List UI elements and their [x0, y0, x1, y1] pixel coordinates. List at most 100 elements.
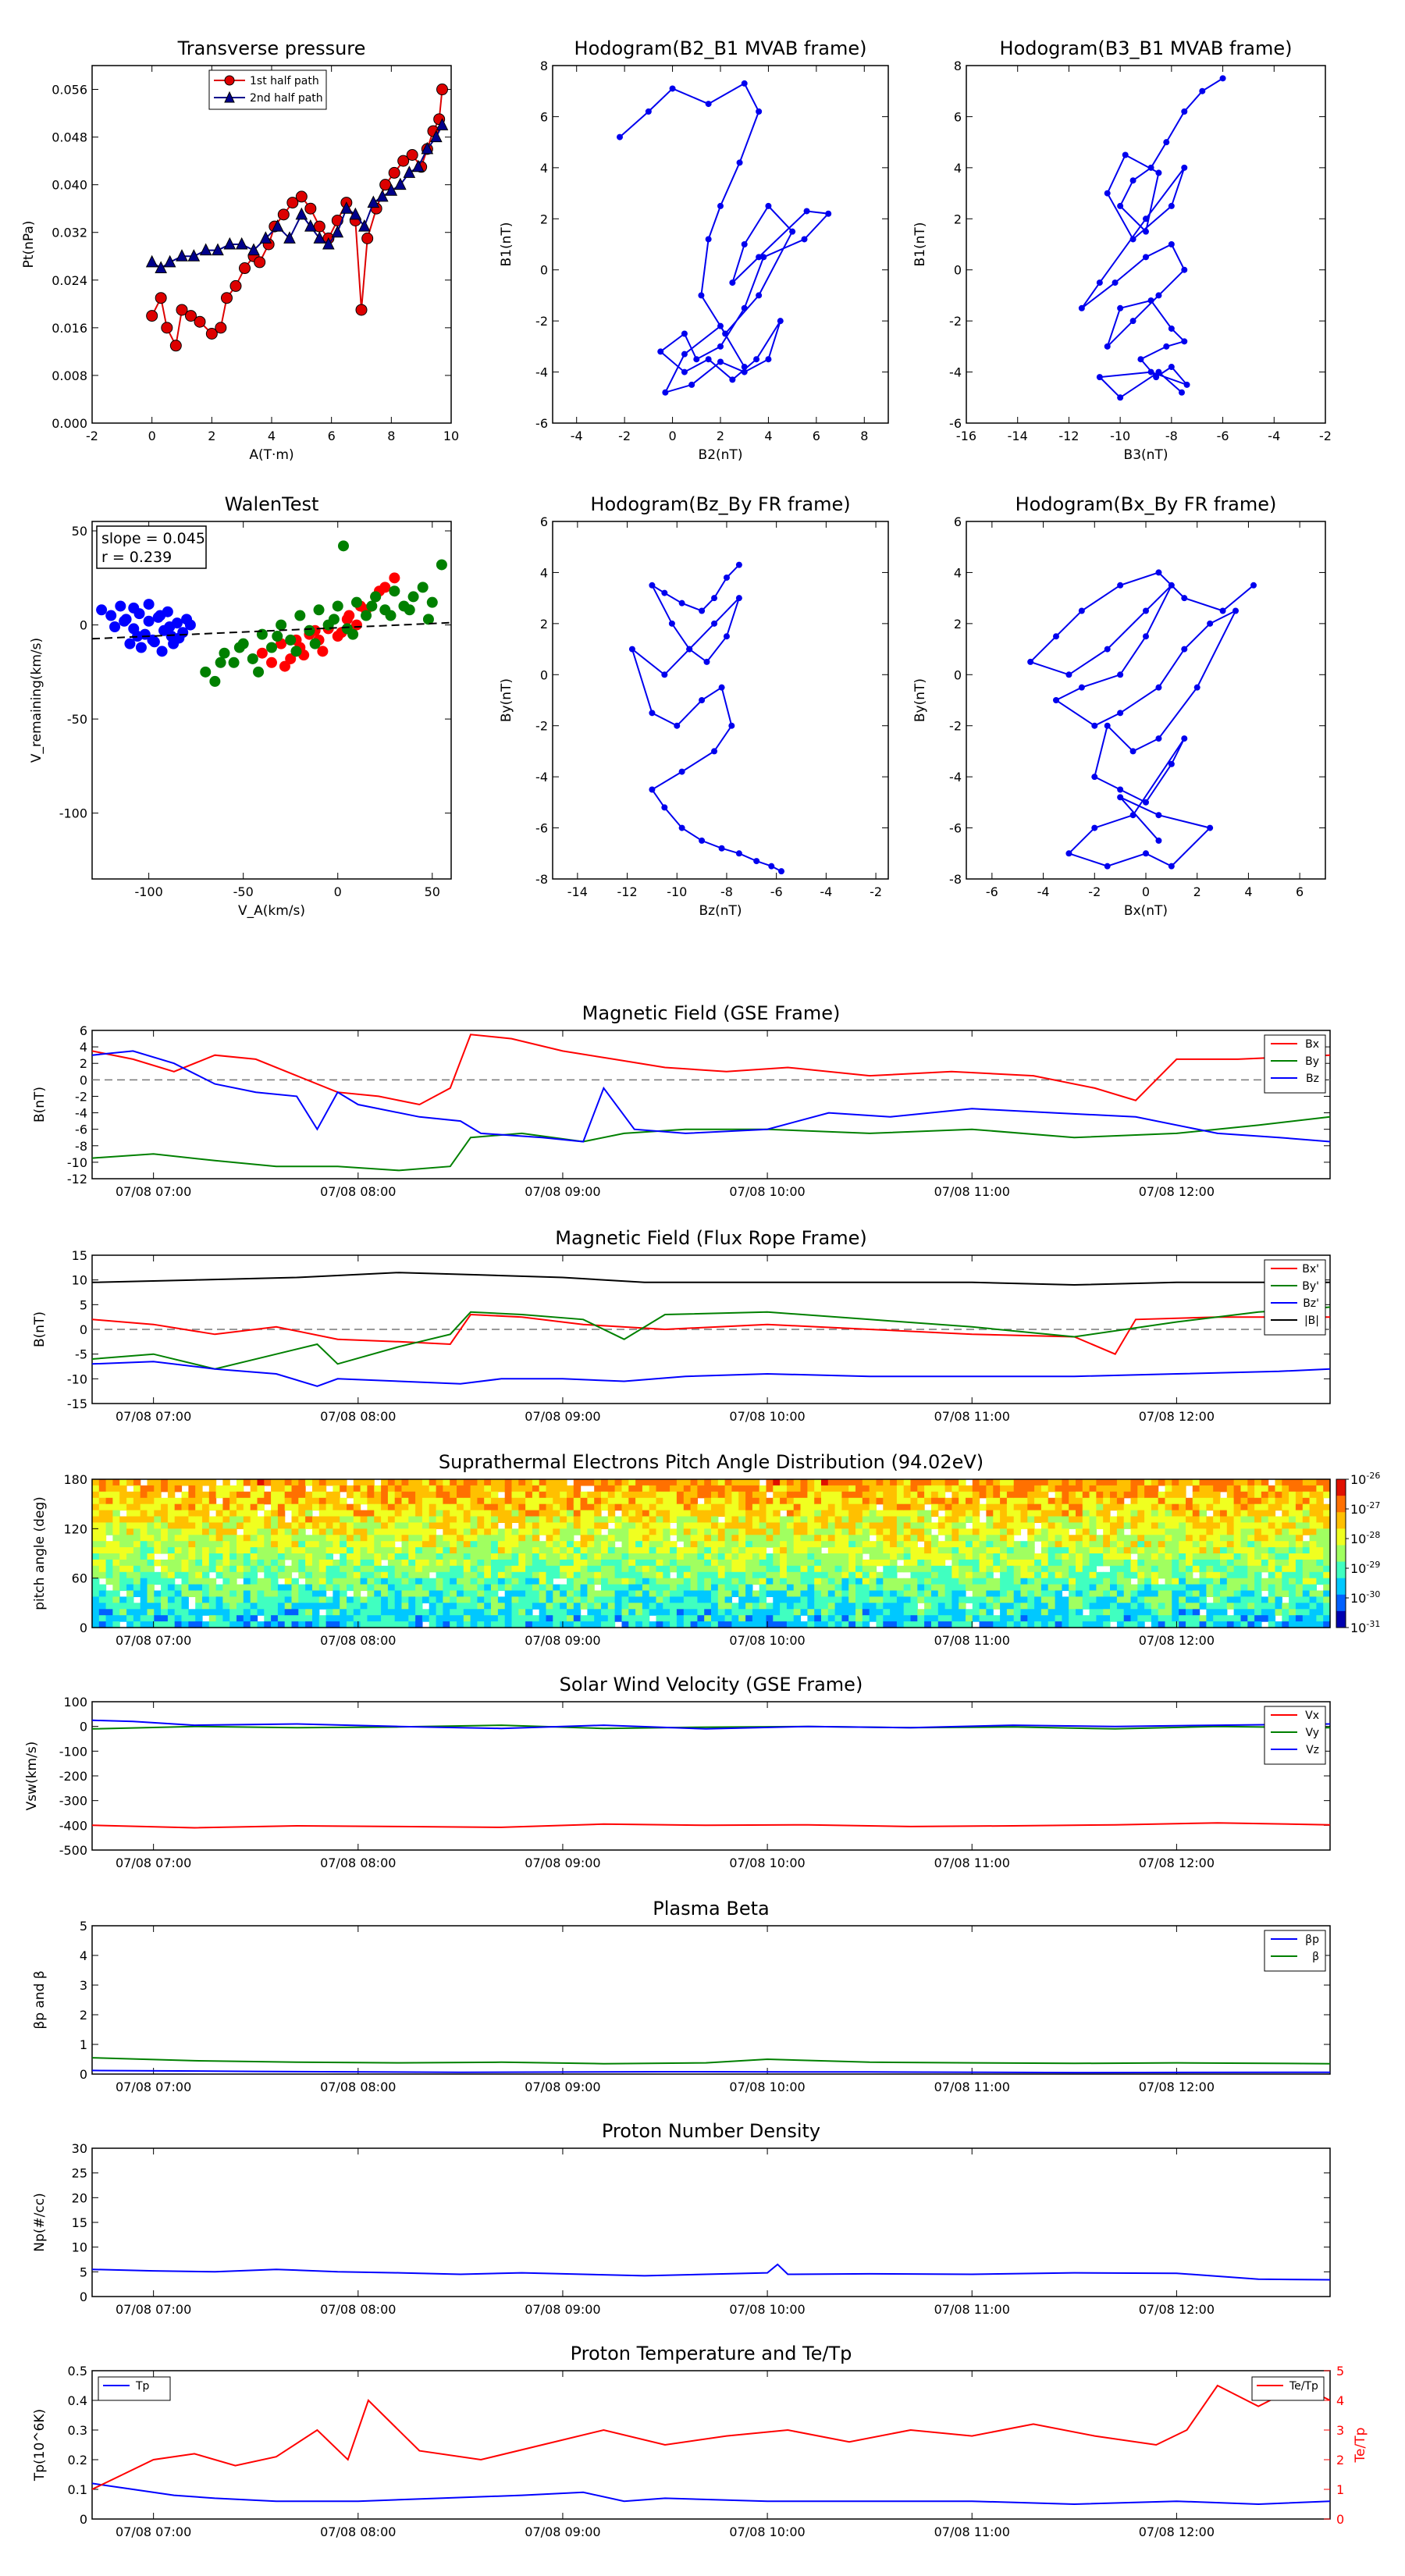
heatmap-cell [1261, 1596, 1269, 1603]
heatmap-cell [154, 1522, 162, 1529]
heatmap-cell [1137, 1590, 1145, 1597]
heatmap-cell [105, 1603, 113, 1610]
heatmap-cell [862, 1615, 870, 1622]
data-point [1183, 381, 1190, 388]
heatmap-cell [834, 1535, 842, 1542]
heatmap-cell [1110, 1603, 1118, 1610]
heatmap-cell [697, 1528, 705, 1535]
data-point [233, 642, 245, 653]
heatmap-cell [1226, 1535, 1235, 1542]
heatmap-cell [1261, 1541, 1269, 1548]
heatmap-cell [477, 1503, 485, 1511]
heatmap-cell [553, 1565, 560, 1573]
heatmap-cell [477, 1596, 485, 1603]
heatmap-cell [243, 1615, 251, 1622]
heatmap-cell [827, 1553, 836, 1560]
heatmap-cell [1082, 1528, 1090, 1535]
heatmap-cell [504, 1541, 513, 1548]
heatmap-cell [1069, 1584, 1076, 1592]
heatmap-cell [1302, 1522, 1311, 1529]
heatmap-cell [374, 1541, 382, 1548]
heatmap-cell [1040, 1609, 1049, 1616]
heatmap-cell [1206, 1503, 1214, 1511]
heatmap-cell [814, 1609, 822, 1616]
heatmap-cell [944, 1609, 952, 1616]
heatmap-cell [1000, 1565, 1008, 1573]
heatmap-cell [1192, 1516, 1200, 1523]
heatmap-cell [594, 1485, 602, 1493]
heatmap-cell [167, 1565, 176, 1573]
heatmap-cell [237, 1503, 244, 1511]
heatmap-cell [277, 1541, 286, 1548]
heatmap-cell [1302, 1553, 1311, 1560]
heatmap-cell [1040, 1590, 1049, 1597]
heatmap-cell [1013, 1553, 1022, 1560]
heatmap-cell [1116, 1516, 1125, 1523]
heatmap-cell [676, 1615, 685, 1622]
heatmap-cell [1096, 1609, 1104, 1616]
heatmap-cell [1254, 1479, 1262, 1486]
heatmap-cell [408, 1491, 416, 1499]
heatmap-cell [443, 1590, 450, 1597]
heatmap-cell [1062, 1584, 1069, 1592]
heatmap-cell [937, 1596, 946, 1603]
heatmap-cell [518, 1541, 526, 1548]
heatmap-cell [1179, 1503, 1186, 1511]
heatmap-cell [222, 1547, 230, 1554]
heatmap-cell [814, 1559, 822, 1567]
y-tick-label: 0.008 [52, 368, 87, 383]
heatmap-cell [1082, 1547, 1090, 1554]
heatmap-cell [979, 1522, 987, 1529]
heatmap-cell [1123, 1547, 1132, 1554]
heatmap-cell [463, 1578, 471, 1585]
heatmap-cell [1233, 1590, 1241, 1597]
heatmap-cell [525, 1609, 533, 1616]
heatmap-cell [676, 1565, 685, 1573]
heatmap-cell [539, 1479, 547, 1486]
heatmap-cell [635, 1516, 643, 1523]
heatmap-cell [924, 1541, 932, 1548]
heatmap-cell [676, 1535, 685, 1542]
heatmap-cell [834, 1516, 842, 1523]
heatmap-cell [951, 1584, 959, 1592]
heatmap-cell [291, 1609, 299, 1616]
heatmap-cell [903, 1516, 912, 1523]
heatmap-cell [567, 1516, 574, 1523]
heatmap-cell [381, 1603, 389, 1610]
heatmap-cell [98, 1491, 107, 1499]
heatmap-cell [511, 1590, 519, 1597]
heatmap-cell [1137, 1497, 1145, 1505]
heatmap-cell [333, 1516, 340, 1523]
heatmap-cell [215, 1559, 223, 1567]
heatmap-cell [1123, 1491, 1132, 1499]
heatmap-cell [443, 1571, 450, 1579]
heatmap-cell [161, 1603, 169, 1610]
heatmap-cell [560, 1485, 567, 1493]
heatmap-cell [1165, 1603, 1172, 1610]
heatmap-cell [951, 1609, 959, 1616]
heatmap-cell [229, 1559, 237, 1567]
heatmap-cell [195, 1565, 203, 1573]
heatmap-cell [841, 1609, 849, 1616]
heatmap-cell [1034, 1553, 1042, 1560]
heatmap-cell [800, 1522, 808, 1529]
heatmap-cell [277, 1571, 286, 1579]
heatmap-cell [580, 1503, 588, 1511]
heatmap-cell [1199, 1553, 1207, 1560]
heatmap-cell [429, 1522, 437, 1529]
heatmap-cell [697, 1553, 705, 1560]
heatmap-cell [876, 1522, 884, 1529]
heatmap-cell [457, 1596, 464, 1603]
heatmap-cell [1226, 1522, 1235, 1529]
heatmap-cell [1179, 1522, 1186, 1529]
heatmap-cell [910, 1584, 918, 1592]
heatmap-cell [457, 1621, 464, 1628]
data-point [350, 619, 362, 631]
heatmap-cell [1199, 1584, 1207, 1592]
heatmap-cell [766, 1497, 774, 1505]
heatmap-cell [827, 1571, 836, 1579]
heatmap-cell [903, 1497, 912, 1505]
heatmap-cell [876, 1615, 884, 1622]
heatmap-cell [1186, 1590, 1193, 1597]
heatmap-cell [1096, 1516, 1104, 1523]
